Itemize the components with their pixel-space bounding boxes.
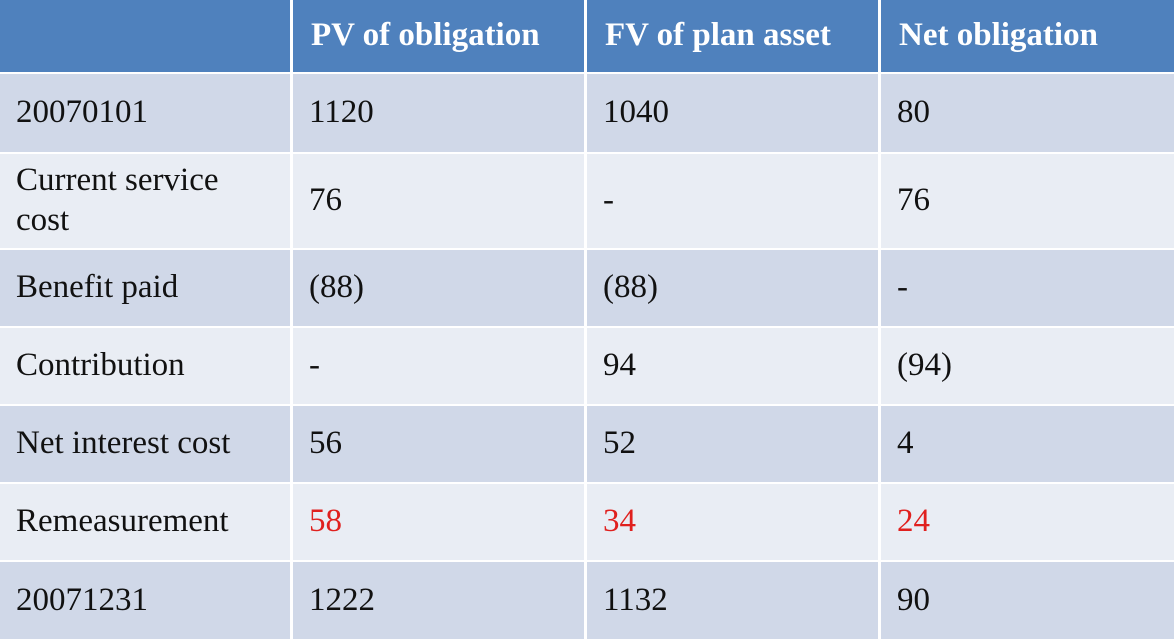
cell-value: 52 xyxy=(587,406,878,482)
column-header: PV of obligation xyxy=(293,0,584,72)
cell-value: 56 xyxy=(293,406,584,482)
column-header: FV of plan asset xyxy=(587,0,878,72)
cell-value: 80 xyxy=(881,74,1174,152)
header-corner xyxy=(0,0,290,72)
cell-value: 90 xyxy=(881,562,1174,639)
cell-value: 1040 xyxy=(587,74,878,152)
row-label: Benefit paid xyxy=(0,250,290,326)
row-label: Net interest cost xyxy=(0,406,290,482)
row-label: Contribution xyxy=(0,328,290,404)
cell-value: 58 xyxy=(293,484,584,560)
row-label: Remeasurement xyxy=(0,484,290,560)
cell-value: 1132 xyxy=(587,562,878,639)
row-label: 20071231 xyxy=(0,562,290,639)
cell-value: 76 xyxy=(881,154,1174,248)
cell-value: - xyxy=(587,154,878,248)
cell-value: 1222 xyxy=(293,562,584,639)
cell-value: - xyxy=(881,250,1174,326)
cell-value: (88) xyxy=(293,250,584,326)
cell-value: - xyxy=(293,328,584,404)
cell-value: 76 xyxy=(293,154,584,248)
cell-value: 34 xyxy=(587,484,878,560)
row-label: Current service cost xyxy=(0,154,290,248)
cell-value: (94) xyxy=(881,328,1174,404)
cell-value: 1120 xyxy=(293,74,584,152)
cell-value: 24 xyxy=(881,484,1174,560)
row-label: 20070101 xyxy=(0,74,290,152)
cell-value: 4 xyxy=(881,406,1174,482)
column-header: Net obligation xyxy=(881,0,1174,72)
cell-value: (88) xyxy=(587,250,878,326)
cell-value: 94 xyxy=(587,328,878,404)
